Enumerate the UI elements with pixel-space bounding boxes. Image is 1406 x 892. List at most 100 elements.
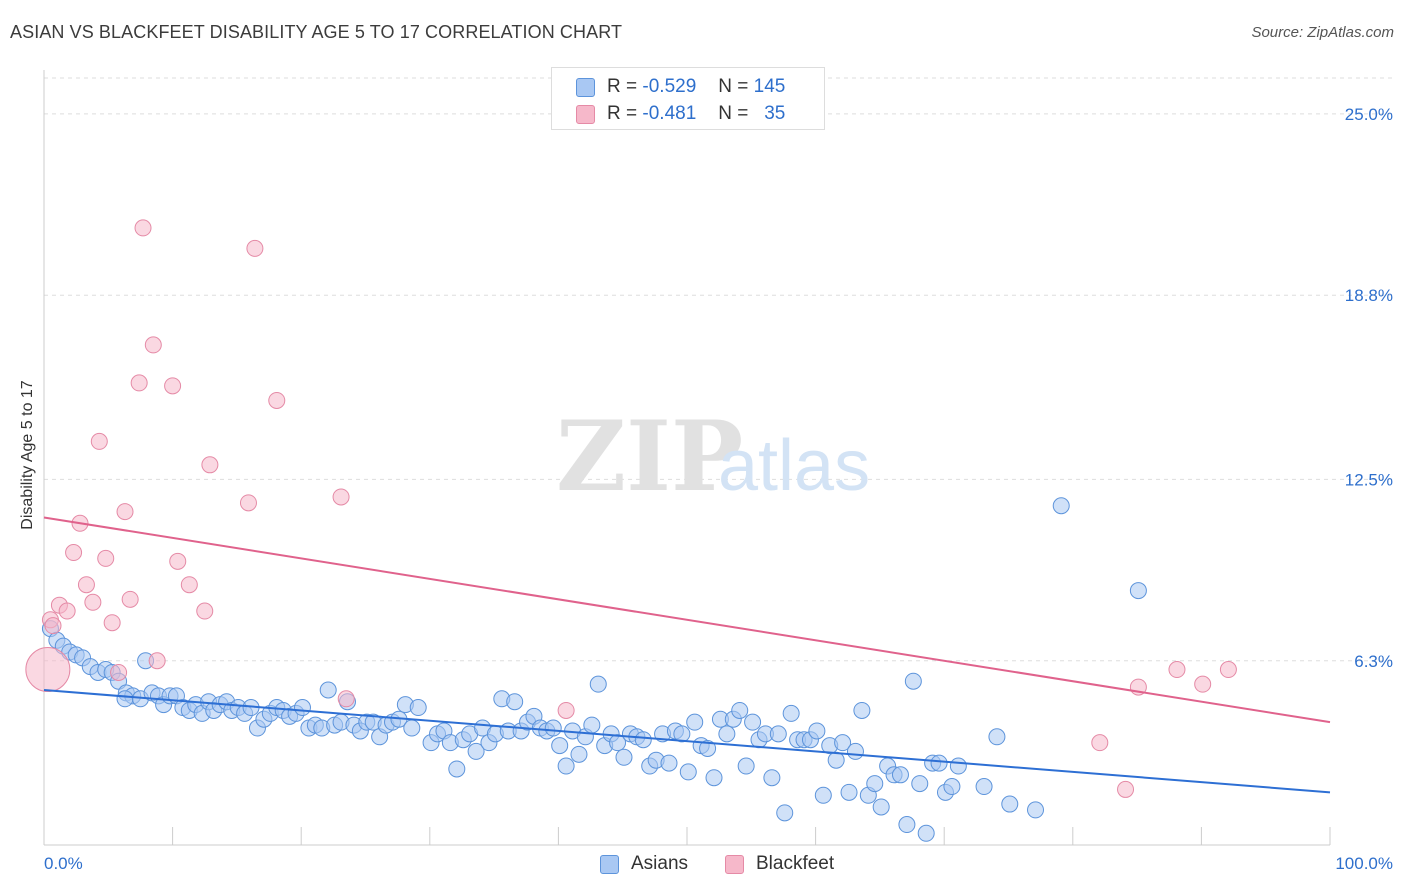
asian-point: [840, 783, 858, 801]
asian-point: [293, 699, 311, 717]
blackfeet-point: [144, 336, 162, 354]
asian-point: [808, 722, 826, 740]
x-tick-label-max: 100.0%: [1335, 854, 1393, 873]
watermark-zip: ZIP: [556, 400, 743, 513]
asian-point: [1129, 582, 1147, 600]
blackfeet-point: [1117, 780, 1135, 798]
asian-point: [589, 675, 607, 693]
asian-point: [557, 757, 575, 775]
asian-point: [705, 769, 723, 787]
blackfeet-point: [25, 647, 71, 693]
asian-point: [699, 739, 717, 757]
blackfeet-point: [1168, 661, 1186, 679]
legend-label-asians: Asians: [631, 853, 689, 874]
asian-point: [917, 824, 935, 842]
blackfeet-point: [44, 617, 62, 635]
asian-point: [904, 672, 922, 690]
watermark: ZIP atlas: [556, 400, 870, 513]
blackfeet-point: [84, 593, 102, 611]
blackfeet-point: [65, 544, 83, 562]
blackfeet-point: [58, 602, 76, 620]
asian-point: [769, 725, 787, 743]
asian-point: [570, 745, 588, 763]
r-value: -0.481: [642, 103, 697, 124]
asian-point: [930, 754, 948, 772]
asian-point: [1027, 801, 1045, 819]
asian-point: [737, 757, 755, 775]
asian-points: [41, 497, 1147, 842]
r-value: -0.529: [642, 76, 697, 97]
asian-point: [866, 775, 884, 793]
asian-point: [409, 699, 427, 717]
asian-trend-line: [43, 689, 1331, 794]
blackfeet-point: [110, 663, 128, 681]
asian-point: [988, 728, 1006, 746]
watermark-atlas: atlas: [718, 426, 870, 506]
blackfeet-point: [246, 239, 264, 257]
axes: [43, 70, 1331, 846]
legend-item-asians[interactable]: Asians: [600, 851, 688, 877]
legend-label-blackfeet: Blackfeet: [756, 853, 835, 874]
legend-item-blackfeet[interactable]: Blackfeet: [725, 851, 834, 877]
asian-point: [609, 734, 627, 752]
grid-lines: [44, 77, 1395, 662]
n-value: 145: [753, 76, 786, 97]
asian-point: [319, 681, 337, 699]
asian-point: [872, 798, 890, 816]
asian-point: [116, 690, 134, 708]
asian-point: [782, 704, 800, 722]
asian-point: [1052, 497, 1070, 515]
asian-point: [827, 751, 845, 769]
blackfeet-point: [201, 456, 219, 474]
asian-point: [583, 716, 601, 734]
blackfeet-point: [164, 377, 182, 395]
blackfeet-point: [134, 219, 152, 237]
asian-point: [975, 778, 993, 796]
r-label: R =: [607, 76, 638, 97]
legend-row-blackfeet: R = -0.481 N = 35: [576, 101, 785, 127]
blackfeet-point: [1219, 661, 1237, 679]
y-tick-label: 18.8%: [1345, 286, 1393, 305]
source-label: Source: ZipAtlas.com: [1251, 24, 1394, 41]
asian-point: [467, 742, 485, 760]
asian-point: [943, 778, 961, 796]
legend-row-asians: R = -0.529 N = 145: [576, 74, 785, 100]
tick-labels: 6.3% 12.5% 18.8% 25.0% 0.0% 100.0%: [44, 105, 1393, 873]
y-tick-label: 25.0%: [1345, 105, 1393, 124]
asians-swatch: [576, 77, 595, 97]
asian-point: [551, 737, 569, 755]
asian-point: [679, 763, 697, 781]
blackfeet-point: [169, 552, 187, 570]
blackfeet-point: [180, 576, 198, 594]
asian-point: [615, 748, 633, 766]
asian-point: [1001, 795, 1019, 813]
blackfeet-point: [148, 652, 166, 670]
asian-point: [744, 713, 762, 731]
blackfeet-point: [130, 374, 148, 392]
asian-point: [898, 816, 916, 834]
blackfeet-point: [1194, 675, 1212, 693]
blackfeet-swatch: [725, 854, 744, 874]
blackfeet-point: [103, 614, 121, 632]
asian-point: [814, 786, 832, 804]
asian-point: [731, 701, 749, 719]
asian-point: [544, 719, 562, 737]
trend-lines: [43, 516, 1331, 794]
n-label: N =: [718, 76, 749, 97]
asian-point: [846, 742, 864, 760]
asian-point: [718, 725, 736, 743]
blackfeet-point: [268, 391, 286, 409]
blackfeet-point: [332, 488, 350, 506]
blackfeet-point: [239, 494, 257, 512]
blackfeet-point: [196, 602, 214, 620]
blackfeet-point: [77, 576, 95, 594]
asian-point: [891, 766, 909, 784]
asian-point: [776, 804, 794, 822]
blackfeet-swatch: [576, 104, 595, 124]
stats-legend: R = -0.529 N = 145 R = -0.481 N = 35: [551, 67, 825, 130]
r-label: R =: [607, 103, 638, 124]
blackfeet-point: [97, 549, 115, 567]
blackfeet-point: [557, 701, 575, 719]
asian-point: [686, 713, 704, 731]
